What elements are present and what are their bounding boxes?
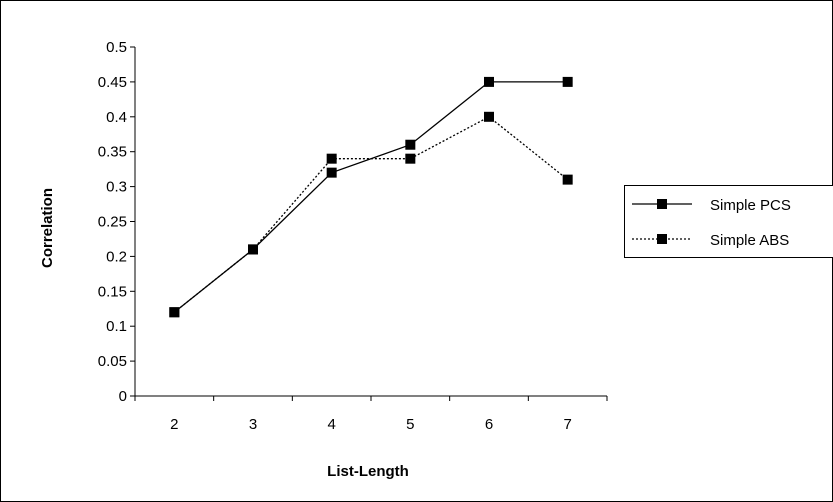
legend-label: Simple ABS bbox=[710, 232, 789, 249]
data-point-marker bbox=[326, 167, 337, 178]
y-tick-label: 0.05 bbox=[98, 353, 127, 370]
y-tick-label: 0.35 bbox=[98, 144, 127, 161]
legend-marker bbox=[657, 234, 667, 244]
y-tick-label: 0.15 bbox=[98, 283, 127, 300]
series-2 bbox=[169, 111, 573, 318]
data-point-marker bbox=[405, 139, 416, 150]
x-tick-label: 6 bbox=[485, 416, 493, 433]
y-tick-label: 0.25 bbox=[98, 214, 127, 231]
x-tick-label: 2 bbox=[170, 416, 178, 433]
y-axis-title: Correlation bbox=[39, 188, 56, 268]
y-tick-label: 0 bbox=[119, 388, 127, 405]
y-tick-label: 0.1 bbox=[106, 318, 127, 335]
y-tick-label: 0.5 bbox=[106, 39, 127, 56]
legend-marker bbox=[657, 199, 667, 209]
axes: 0 0.05 0.1 0.15 0.2 0.25 0.3 0.35 0.4 0.45 0.5 2 3 4 5… bbox=[98, 39, 608, 433]
y-tick-label: 0.45 bbox=[98, 74, 127, 91]
series-line bbox=[173, 116, 569, 313]
x-tick-label: 3 bbox=[249, 416, 257, 433]
data-point-marker bbox=[562, 76, 573, 87]
legend: Simple PCS Simple ABS bbox=[624, 185, 833, 258]
legend-box bbox=[624, 185, 833, 258]
x-tick-label: 4 bbox=[327, 416, 335, 433]
y-tick-label: 0.4 bbox=[106, 109, 127, 126]
data-point-marker bbox=[326, 153, 337, 164]
data-point-marker bbox=[484, 76, 494, 87]
data-point-marker bbox=[169, 307, 180, 318]
y-tick-label: 0.2 bbox=[106, 248, 127, 265]
data-point-marker bbox=[562, 174, 573, 185]
data-point-marker bbox=[484, 111, 494, 122]
y-tick-label: 0.3 bbox=[106, 179, 127, 196]
data-point-marker bbox=[248, 244, 258, 255]
x-tick-label: 7 bbox=[563, 416, 571, 433]
series-layer bbox=[169, 76, 573, 318]
data-point-marker bbox=[405, 153, 416, 164]
x-tick-label: 5 bbox=[406, 416, 414, 433]
x-axis-title: List-Length bbox=[327, 463, 409, 480]
legend-label: Simple PCS bbox=[710, 197, 791, 214]
